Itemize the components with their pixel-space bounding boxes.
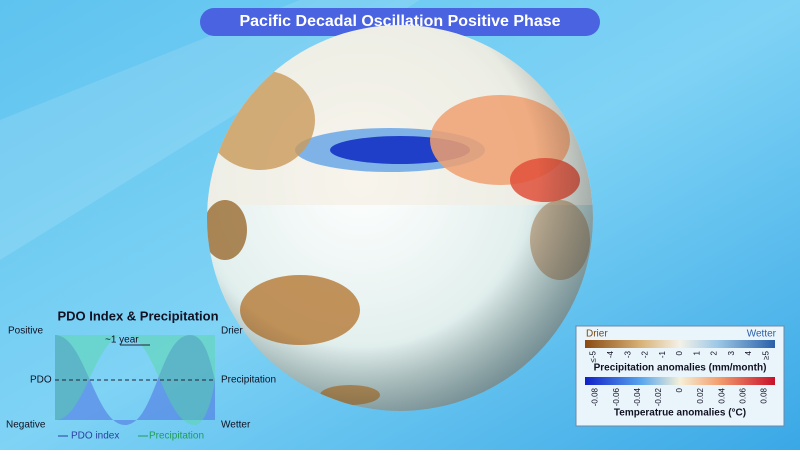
colorbar-tick-label: 0.08 bbox=[760, 387, 769, 403]
period-label: ~1 year bbox=[105, 335, 139, 346]
legend-entry: PDO index bbox=[71, 431, 119, 442]
title: Pacific Decadal Oscillation Positive Pha… bbox=[239, 13, 560, 30]
colorbar-tick-label: -0.06 bbox=[612, 387, 621, 406]
axis-label: Positive bbox=[8, 326, 43, 337]
colorbar-tick-label: -1 bbox=[658, 350, 667, 358]
colorbar-label: Precipitation anomalies (mm/month) bbox=[594, 363, 767, 374]
colorbar-tick-label: 1 bbox=[692, 350, 701, 355]
inset bbox=[55, 335, 215, 425]
colorbar-tick-label: 0.04 bbox=[717, 387, 726, 403]
temp-colorbar bbox=[585, 377, 775, 385]
colorbar-tick-label: 4 bbox=[744, 350, 753, 355]
axis-label: Precipitation bbox=[221, 375, 276, 386]
inset-title: PDO Index & Precipitation bbox=[57, 308, 218, 323]
colorbar-end-label: Wetter bbox=[747, 329, 777, 340]
colorbar-label: Temperatrue anomalies (°C) bbox=[614, 408, 746, 419]
colorbar-tick-label: -4 bbox=[606, 350, 615, 358]
colorbar-tick-label: -3 bbox=[623, 350, 632, 358]
legend-entry: Precipitation bbox=[149, 431, 204, 442]
colorbar-tick-label: ≤-5 bbox=[589, 350, 598, 362]
colorbar-tick-label: 0.06 bbox=[738, 387, 747, 403]
colorbar-tick-label: 0 bbox=[675, 387, 684, 392]
axis-label: PDO bbox=[30, 375, 52, 386]
colorbar-tick-label: 2 bbox=[710, 350, 719, 355]
colorbar-end-label: Drier bbox=[586, 329, 608, 340]
title-pill bbox=[200, 8, 600, 36]
colorbar-tick-label: 0.02 bbox=[696, 387, 705, 403]
axis-label: Negative bbox=[6, 420, 46, 431]
colorbar-tick-label: -2 bbox=[641, 350, 650, 358]
colorbar-tick-label: 0 bbox=[675, 350, 684, 355]
axis-label: Wetter bbox=[221, 420, 251, 431]
colorbar-tick-label: -0.02 bbox=[654, 387, 663, 406]
colorbar-tick-label: -0.08 bbox=[591, 387, 600, 406]
colorbar-tick-label: ≥5 bbox=[761, 350, 770, 359]
colorbar-tick-label: -0.04 bbox=[633, 387, 642, 406]
axis-label: Drier bbox=[221, 326, 243, 337]
precip-colorbar bbox=[585, 340, 775, 348]
colorbar-tick-label: 3 bbox=[727, 350, 736, 355]
